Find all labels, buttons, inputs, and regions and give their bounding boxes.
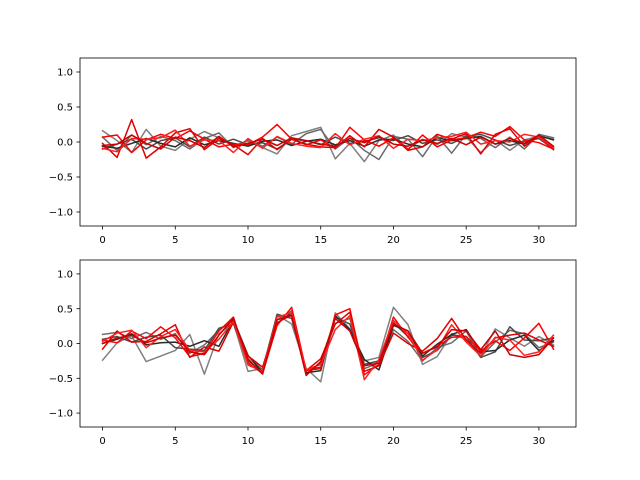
x-tick-label: 0: [99, 436, 105, 447]
series-line-3: [101, 134, 555, 150]
y-tick-label: −0.5: [49, 374, 73, 385]
x-tick-label: 5: [172, 436, 178, 447]
x-tick-label: 15: [314, 436, 327, 447]
x-tick-label: 20: [387, 436, 400, 447]
series-line-7: [101, 314, 555, 377]
x-tick-label: 30: [533, 235, 546, 246]
y-tick-label: −1.0: [49, 208, 73, 219]
series-group: [101, 306, 555, 383]
series-line-7: [101, 134, 555, 150]
bottom-subplot: 0 5 10 15 20 25 30 −1.0 −0.5 0.0 0.5 1.0: [49, 259, 577, 447]
x-tick-label: 25: [460, 436, 473, 447]
y-tick-label: −0.5: [49, 173, 73, 184]
y-tick-label: 0.0: [57, 339, 73, 350]
series-line-6: [101, 312, 555, 381]
y-tick-label: 0.5: [57, 304, 73, 315]
series-line-6: [101, 129, 555, 154]
y-tick-label: −1.0: [49, 409, 73, 420]
top-subplot: 0 5 10 15 20 25 30 −1.0 −0.5 0.0 0.5 1.0: [49, 57, 577, 246]
y-tick-label: 1.0: [57, 270, 73, 281]
series-group: [101, 118, 555, 163]
y-tick-label: 0.5: [57, 103, 73, 114]
x-tick-label: 0: [99, 235, 105, 246]
x-tick-label: 15: [314, 235, 327, 246]
x-tick-label: 25: [460, 235, 473, 246]
x-tick-label: 10: [242, 436, 255, 447]
x-tick-label: 5: [172, 235, 178, 246]
x-tick-label: 30: [533, 436, 546, 447]
x-tick-label: 20: [387, 235, 400, 246]
y-tick-label: 0.0: [57, 138, 73, 149]
y-tick-label: 1.0: [57, 68, 73, 79]
x-tick-label: 10: [242, 235, 255, 246]
